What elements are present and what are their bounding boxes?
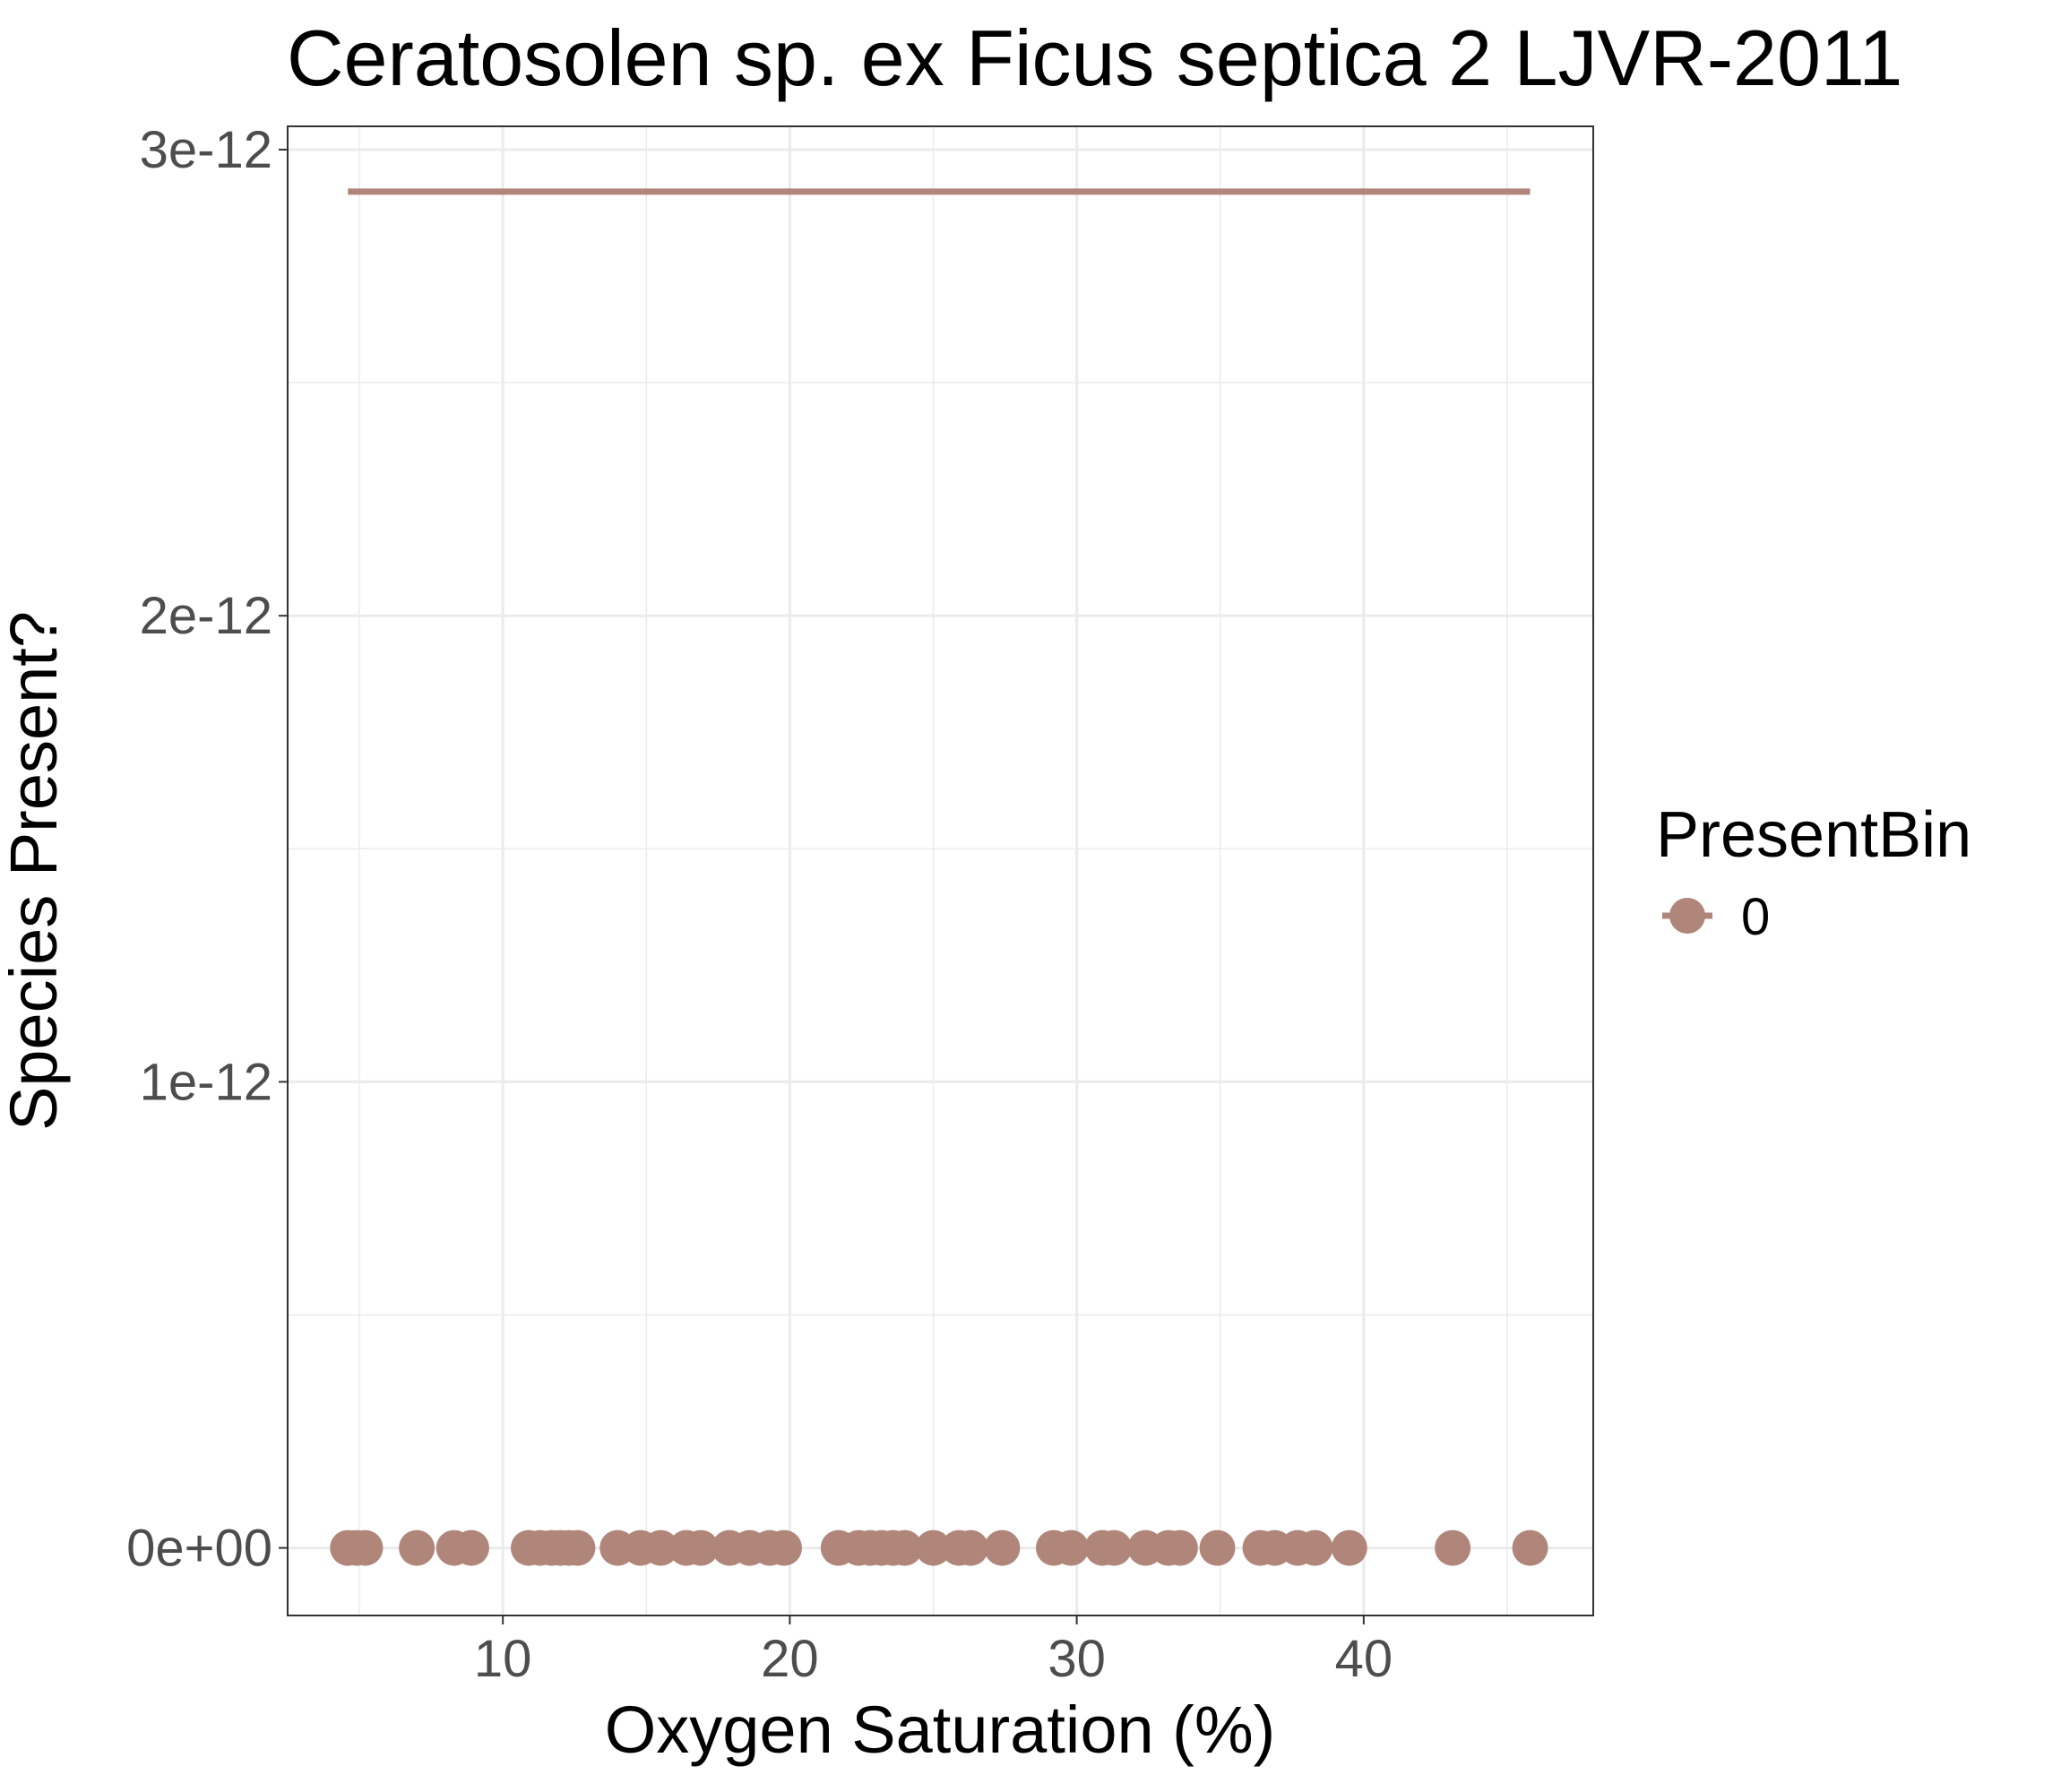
data-point	[1096, 1529, 1133, 1566]
data-point	[1331, 1529, 1367, 1566]
data-point	[1435, 1529, 1471, 1566]
points-layer	[330, 1529, 1548, 1566]
x-axis: 10 20 30 40	[474, 1615, 1393, 1688]
data-point	[453, 1529, 489, 1566]
data-point	[642, 1529, 679, 1566]
legend-key-point	[1669, 898, 1705, 934]
y-axis: 0e+00 1e-12 2e-12 3e-12	[126, 121, 288, 1578]
legend: PresentBin 0	[1656, 799, 1971, 946]
plot-panel-border	[287, 125, 1594, 1616]
x-axis-title: Oxygen Saturation (%)	[605, 1693, 1276, 1767]
y-axis-title: Species Present?	[0, 611, 71, 1131]
data-point	[559, 1529, 596, 1566]
minor-gridlines	[288, 126, 1593, 1615]
data-point	[1199, 1529, 1236, 1566]
x-tick-label: 10	[474, 1630, 532, 1688]
legend-title: PresentBin	[1656, 799, 1971, 871]
data-point	[1053, 1529, 1090, 1566]
data-point	[915, 1529, 952, 1566]
data-point	[765, 1529, 802, 1566]
data-point	[1297, 1529, 1333, 1566]
data-point	[984, 1529, 1021, 1566]
x-tick-label: 40	[1335, 1630, 1393, 1688]
y-tick-label: 0e+00	[126, 1520, 272, 1578]
data-point	[1161, 1529, 1198, 1566]
y-tick-label: 3e-12	[140, 121, 272, 179]
x-tick-label: 20	[761, 1630, 819, 1688]
y-tick-label: 2e-12	[140, 587, 272, 645]
data-point	[347, 1529, 384, 1566]
data-point	[886, 1529, 923, 1566]
data-point	[399, 1529, 435, 1566]
data-point	[1512, 1529, 1548, 1566]
data-point	[683, 1529, 720, 1566]
chart-title: Ceratosolen sp. ex Ficus septica 2 LJVR-…	[287, 13, 1902, 102]
plot-panel-background	[288, 126, 1593, 1615]
data-point	[953, 1529, 989, 1566]
legend-key-0	[1662, 898, 1712, 934]
legend-label-0: 0	[1741, 888, 1770, 946]
y-tick-label: 1e-12	[140, 1053, 272, 1111]
x-tick-label: 30	[1048, 1630, 1106, 1688]
